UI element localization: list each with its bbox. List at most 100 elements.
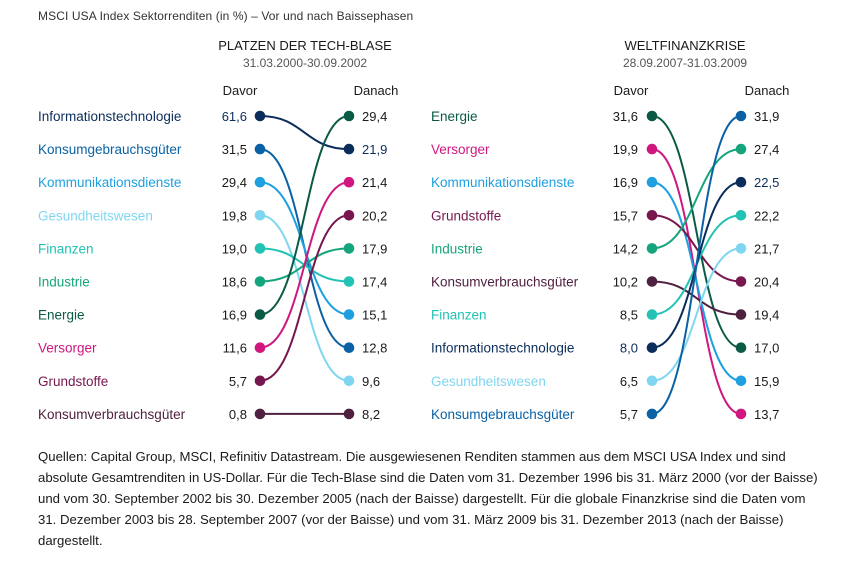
before-dot-industrie bbox=[646, 243, 658, 254]
source-footnote: Quellen: Capital Group, MSCI, Refinitiv … bbox=[38, 449, 818, 548]
after-value-industrie: 27,4 bbox=[754, 142, 779, 157]
after-value-gesundheitswesen: 21,7 bbox=[754, 241, 779, 256]
before-value-versorger: 11,6 bbox=[223, 341, 247, 356]
sector-label-konsumgebrauchsgueter: Konsumgebrauchsgüter bbox=[431, 407, 575, 422]
slope-line-grundstoffe bbox=[259, 214, 350, 382]
slope-line-versorger bbox=[259, 181, 350, 349]
before-value-konsumverbrauchsgueter: 10,2 bbox=[613, 275, 638, 290]
after-value-versorger: 13,7 bbox=[754, 407, 779, 422]
slope-line-kommunikationsdienste bbox=[651, 181, 742, 382]
after-dot-finanzen bbox=[735, 210, 747, 221]
before-dot-kommunikationsdienste bbox=[254, 176, 266, 188]
sector-label-informationstechnologie: Informationstechnologie bbox=[431, 341, 574, 356]
sector-label-industrie: Industrie bbox=[38, 275, 90, 290]
before-value-informationstechnologie: 8,0 bbox=[620, 341, 638, 356]
before-value-konsumverbrauchsgueter: 0,8 bbox=[229, 407, 247, 422]
before-value-informationstechnologie: 61,6 bbox=[222, 109, 247, 124]
before-dot-finanzen bbox=[646, 309, 658, 320]
before-value-industrie: 14,2 bbox=[613, 241, 638, 256]
after-dot-konsumverbrauchsgueter bbox=[343, 408, 355, 420]
before-dot-gesundheitswesen bbox=[254, 210, 266, 221]
before-dot-informationstechnologie bbox=[646, 342, 658, 354]
sector-label-kommunikationsdienste: Kommunikationsdienste bbox=[431, 175, 574, 190]
after-dot-konsumgebrauchsgueter bbox=[735, 110, 747, 122]
after-value-gesundheitswesen: 9,6 bbox=[362, 374, 380, 389]
after-dot-informationstechnologie bbox=[735, 176, 747, 188]
after-dot-gesundheitswesen bbox=[343, 375, 355, 387]
after-dot-gesundheitswesen bbox=[735, 243, 747, 254]
after-dot-energie bbox=[735, 342, 747, 354]
after-dot-versorger bbox=[343, 176, 355, 188]
before-dot-informationstechnologie bbox=[254, 110, 266, 122]
sector-label-gesundheitswesen: Gesundheitswesen bbox=[431, 374, 546, 389]
after-value-konsumverbrauchsgueter: 8,2 bbox=[362, 407, 380, 422]
after-dot-grundstoffe bbox=[735, 276, 747, 287]
after-value-energie: 17,0 bbox=[754, 341, 779, 356]
after-dot-industrie bbox=[735, 143, 747, 155]
slope-line-kommunikationsdienste bbox=[259, 181, 350, 316]
before-dot-konsumgebrauchsgueter bbox=[254, 143, 266, 155]
panel-1-title: PLATZEN DER TECH-BLASE bbox=[218, 38, 392, 53]
sector-label-kommunikationsdienste: Kommunikationsdienste bbox=[38, 175, 181, 190]
after-dot-konsumgebrauchsgueter bbox=[343, 342, 355, 354]
before-value-gesundheitswesen: 19,8 bbox=[222, 208, 247, 223]
before-dot-grundstoffe bbox=[646, 210, 658, 221]
before-dot-kommunikationsdienste bbox=[646, 176, 658, 188]
after-dot-konsumverbrauchsgueter bbox=[735, 309, 747, 320]
sector-label-grundstoffe: Grundstoffe bbox=[38, 374, 108, 389]
after-dot-versorger bbox=[735, 408, 747, 420]
before-dot-finanzen bbox=[254, 243, 266, 254]
before-value-konsumgebrauchsgueter: 5,7 bbox=[620, 407, 638, 422]
after-value-finanzen: 22,2 bbox=[754, 208, 779, 223]
after-value-kommunikationsdienste: 15,9 bbox=[754, 374, 779, 389]
before-dot-energie bbox=[646, 110, 658, 122]
before-dot-versorger bbox=[254, 342, 266, 354]
before-value-konsumgebrauchsgueter: 31,5 bbox=[222, 142, 247, 157]
before-value-finanzen: 8,5 bbox=[620, 308, 638, 323]
after-value-versorger: 21,4 bbox=[362, 175, 387, 190]
after-value-finanzen: 17,4 bbox=[362, 275, 387, 290]
sector-label-versorger: Versorger bbox=[38, 341, 97, 356]
after-dot-finanzen bbox=[343, 276, 355, 287]
after-value-informationstechnologie: 22,5 bbox=[754, 175, 779, 190]
sector-label-konsumverbrauchsgueter: Konsumverbrauchsgüter bbox=[38, 407, 186, 422]
chart-title: MSCI USA Index Sektorrenditen (in %) – V… bbox=[38, 9, 414, 23]
panel-2-title: WELTFINANZKRISE bbox=[624, 38, 746, 53]
after-value-konsumgebrauchsgueter: 12,8 bbox=[362, 341, 387, 356]
after-value-informationstechnologie: 21,9 bbox=[362, 142, 387, 157]
after-value-grundstoffe: 20,2 bbox=[362, 208, 387, 223]
after-dot-kommunikationsdienste bbox=[735, 375, 747, 387]
before-dot-energie bbox=[254, 309, 266, 320]
slope-line-grundstoffe bbox=[651, 214, 742, 283]
after-dot-informationstechnologie bbox=[343, 143, 355, 155]
slope-line-konsumverbrauchsgueter bbox=[651, 280, 742, 316]
after-dot-energie bbox=[343, 110, 355, 122]
slope-line-industrie bbox=[651, 148, 742, 250]
before-value-grundstoffe: 15,7 bbox=[613, 208, 638, 223]
after-value-grundstoffe: 20,4 bbox=[754, 275, 779, 290]
before-dot-konsumverbrauchsgueter bbox=[646, 276, 658, 287]
sector-label-grundstoffe: Grundstoffe bbox=[431, 208, 501, 223]
panel-1-right-header: Danach bbox=[354, 83, 399, 98]
before-value-kommunikationsdienste: 16,9 bbox=[613, 175, 638, 190]
before-dot-gesundheitswesen bbox=[646, 375, 658, 387]
before-value-energie: 16,9 bbox=[222, 308, 247, 323]
after-value-konsumgebrauchsgueter: 31,9 bbox=[754, 109, 779, 124]
before-value-energie: 31,6 bbox=[613, 109, 638, 124]
sector-label-finanzen: Finanzen bbox=[431, 308, 487, 323]
after-value-kommunikationsdienste: 15,1 bbox=[362, 308, 387, 323]
sector-label-finanzen: Finanzen bbox=[38, 241, 94, 256]
before-value-industrie: 18,6 bbox=[222, 275, 247, 290]
after-dot-grundstoffe bbox=[343, 210, 355, 221]
after-value-industrie: 17,9 bbox=[362, 241, 387, 256]
sector-label-informationstechnologie: Informationstechnologie bbox=[38, 109, 181, 124]
before-dot-versorger bbox=[646, 143, 658, 155]
before-dot-industrie bbox=[254, 276, 266, 287]
before-value-kommunikationsdienste: 29,4 bbox=[222, 175, 247, 190]
before-dot-grundstoffe bbox=[254, 375, 266, 387]
before-value-finanzen: 19,0 bbox=[222, 241, 247, 256]
sector-label-versorger: Versorger bbox=[431, 142, 490, 157]
slope-line-energie bbox=[259, 115, 350, 316]
after-value-konsumverbrauchsgueter: 19,4 bbox=[754, 308, 779, 323]
sector-label-energie: Energie bbox=[38, 308, 85, 323]
